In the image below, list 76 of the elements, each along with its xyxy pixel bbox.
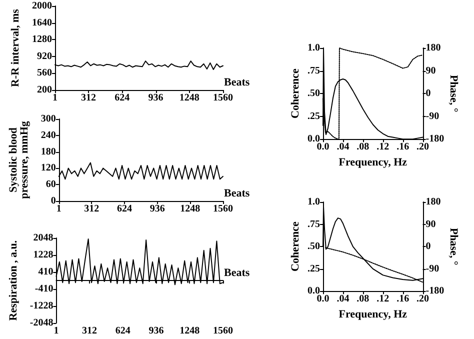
y-tick-label: 120 (40, 162, 56, 174)
x-tick-label: 1560 (213, 326, 233, 336)
x-tick-label: 936 (148, 92, 164, 104)
y-tick-label: .75 (308, 65, 320, 76)
x-tick-label: 312 (84, 204, 100, 214)
y2-axis-title: Phase, ° (448, 74, 460, 112)
y-tick-label: 240 (40, 130, 56, 141)
x-tick-label: 1248 (179, 92, 200, 104)
y2-tick-label: 90 (426, 65, 436, 76)
y2-tick-label: 180 (426, 42, 441, 54)
x-tick-label: 936 (150, 204, 165, 214)
y-tick-label: 1.0 (308, 196, 320, 208)
x-axis-title: Frequency, Hz (338, 308, 408, 320)
y2-tick-label: 90 (426, 218, 436, 230)
y2-tick-label: -90 (426, 110, 440, 122)
x-tick-label: 1 (52, 92, 58, 104)
y-tick-label: 60 (46, 179, 56, 190)
y-axis-title: R-R interval, ms (10, 8, 22, 87)
x-tick-label: .04 (336, 294, 350, 305)
y-tick-label: 300 (40, 114, 56, 124)
x-tick-label: 1 (56, 204, 62, 214)
x-tick-label: 0.0 (316, 294, 330, 305)
x-tick-label: .08 (356, 142, 370, 153)
y-tick-label: 920 (37, 50, 52, 62)
y-tick-label: 2048 (33, 232, 54, 244)
x-tick-label: 1248 (180, 204, 200, 214)
x-tick-label: .20 (416, 294, 430, 305)
y-tick-label: 200 (37, 84, 52, 96)
y-axis-title: Coherence (290, 68, 302, 119)
y2-tick-label: 0 (426, 241, 431, 252)
y-tick-label: 1.0 (308, 42, 320, 54)
y2-axis-title: Phase, ° (448, 228, 460, 266)
y-tick-label: 1640 (32, 17, 52, 28)
x-tick-label: 624 (114, 92, 130, 104)
x-axis-title: Beats (224, 188, 250, 200)
x-axis-title: Frequency, Hz (338, 156, 408, 168)
x-tick-label: 1248 (180, 326, 200, 336)
y-axis-title: Coherence (290, 221, 302, 272)
y-tick-label: 1228 (33, 250, 54, 261)
y-tick-label: -410 (34, 284, 54, 295)
y2-tick-label: 180 (426, 196, 441, 208)
x-axis-title: Beats (224, 76, 250, 88)
y-tick-label: .50 (308, 88, 320, 100)
x-tick-label: 1 (54, 326, 59, 336)
x-tick-label: 0.0 (316, 142, 330, 153)
y-tick-label: .50 (308, 241, 320, 252)
y-tick-label: 2000 (32, 0, 52, 12)
x-tick-label: 1560 (213, 204, 233, 214)
x-axis-title: Beats (224, 267, 250, 279)
y-tick-label: 560 (37, 68, 52, 79)
x-tick-label: .16 (396, 142, 410, 153)
x-tick-label: 312 (81, 92, 96, 104)
y-tick-label: .75 (308, 218, 320, 230)
x-tick-label: 1560 (213, 92, 233, 104)
y-tick-label: -1228 (30, 300, 54, 312)
y-tick-label: .25 (308, 263, 320, 274)
y-tick-label: 0 (50, 196, 56, 206)
x-tick-label: .12 (376, 142, 390, 153)
y-tick-label: 180 (40, 146, 56, 158)
y-tick-label: 1280 (32, 34, 52, 46)
x-tick-label: .08 (356, 294, 370, 305)
y-axis-title: Systolic blood pressure, mmHg (8, 120, 30, 199)
x-tick-label: 312 (82, 326, 97, 336)
x-tick-label: .12 (376, 294, 390, 305)
x-tick-label: .16 (396, 294, 410, 305)
x-tick-label: .20 (416, 142, 430, 153)
x-tick-label: 624 (116, 204, 132, 214)
y-tick-label: -2048 (30, 318, 54, 328)
y2-tick-label: 0 (426, 88, 431, 100)
y-tick-label: .25 (308, 110, 320, 122)
x-tick-label: 624 (115, 326, 130, 336)
y-tick-label: 410 (38, 266, 54, 278)
x-tick-label: .04 (336, 142, 350, 153)
y2-tick-label: -90 (426, 263, 440, 274)
x-tick-label: 936 (148, 326, 164, 336)
y-axis-title: Respiration , a.u. (8, 240, 20, 321)
